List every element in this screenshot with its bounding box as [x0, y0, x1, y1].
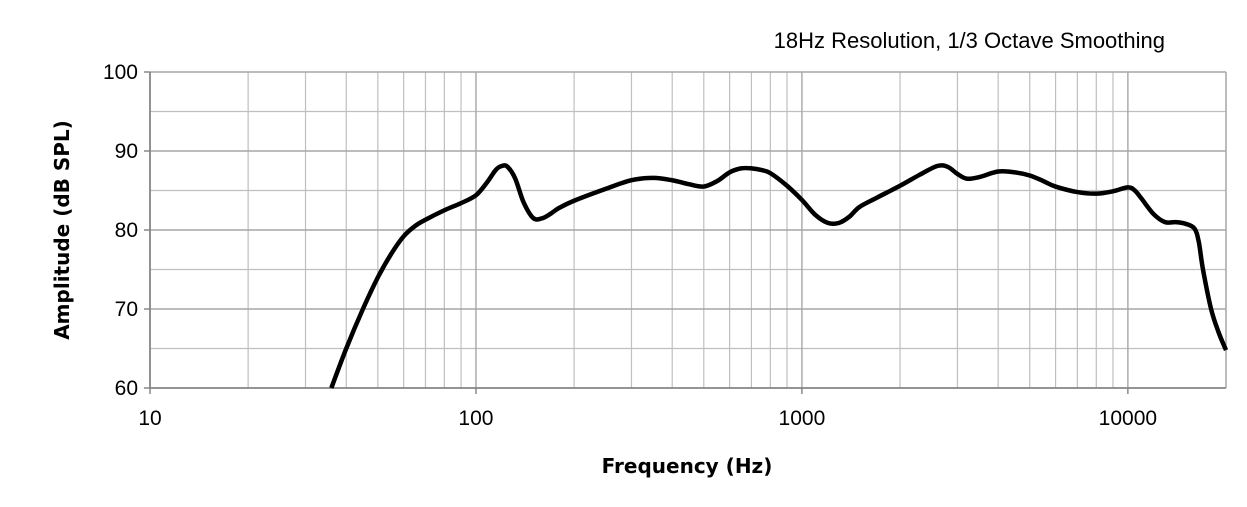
series-line-0: [329, 163, 1229, 389]
x-axis-title: Frequency (Hz): [602, 454, 773, 478]
x-tick-label: 10000: [1099, 407, 1157, 430]
major-gridlines: [149, 71, 1226, 389]
x-tick-label: 10: [138, 407, 161, 430]
y-tick-label: 60: [115, 377, 138, 400]
y-tick-label: 70: [115, 298, 138, 321]
x-tick-label: 1000: [779, 407, 826, 430]
y-tick-label: 80: [115, 219, 138, 242]
y-tick-label: 90: [115, 140, 138, 163]
x-tick-label: 100: [458, 407, 493, 430]
y-axis-title: Amplitude (dB SPL): [50, 120, 74, 340]
series-layer: [329, 163, 1229, 389]
x-tick-labels: 10 100 1000 10000: [138, 407, 1157, 430]
chart-title: 18Hz Resolution, 1/3 Octave Smoothing: [774, 28, 1165, 53]
y-tick-labels: 60 70 80 90 100: [103, 61, 138, 400]
y-tick-label: 100: [103, 61, 138, 84]
plot-frame: [144, 71, 1227, 394]
